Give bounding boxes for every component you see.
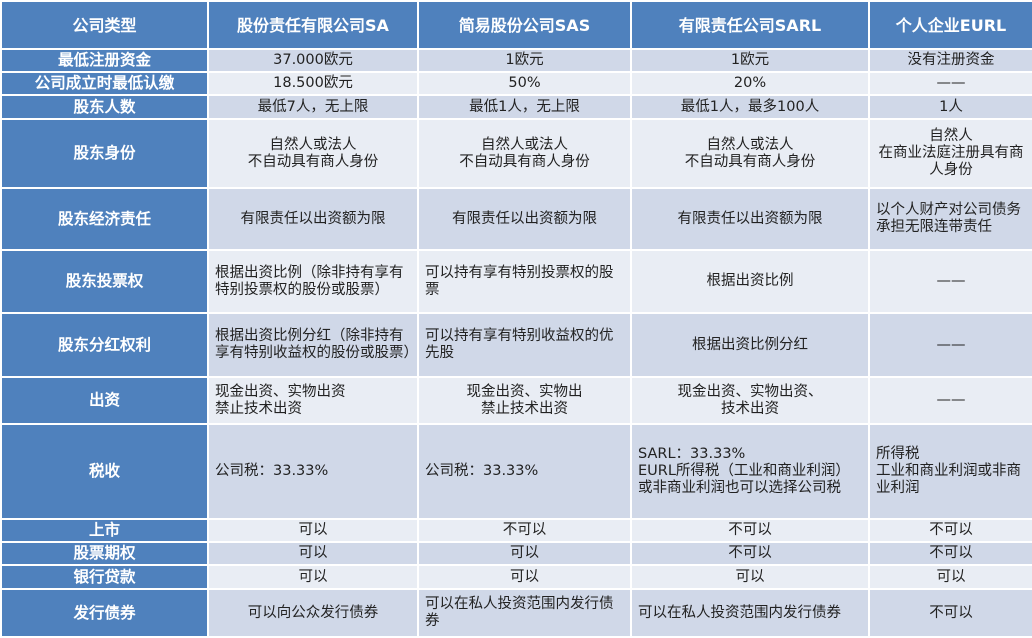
row-header: 发行债券: [0, 588, 209, 638]
row-header: 股东人数: [0, 94, 209, 120]
table-row: 发行债券 可以向公众发行债券 可以在私人投资范围内发行债券 可以在私人投资范围内发行债…: [0, 588, 1032, 638]
table-cell: 可以向公众发行债券: [207, 588, 419, 638]
table-cell: 自然人 在商业法庭注册具有商人身份: [868, 118, 1032, 189]
table-row: 股东身份 自然人或法人 不自动具有商人身份 自然人或法人 不自动具有商人身份 自然人或…: [0, 118, 1032, 189]
table-cell: 自然人或法人 不自动具有商人身份: [207, 118, 419, 189]
table-cell: 以个人财产对公司债务承担无限连带责任: [868, 187, 1032, 251]
table-cell: 不可以: [868, 518, 1032, 543]
table-cell: 可以: [417, 564, 632, 590]
table-row: 公司成立时最低认缴 18.500欧元 50% 20% ——: [0, 71, 1032, 96]
table-cell: ——: [868, 312, 1032, 378]
row-header: 银行贷款: [0, 564, 209, 590]
table-cell: 不可以: [630, 541, 870, 566]
table-cell: 20%: [630, 71, 870, 96]
table-cell: ——: [868, 71, 1032, 96]
table-row: 上市 可以 不可以 不可以 不可以: [0, 518, 1032, 543]
row-header: 股东投票权: [0, 249, 209, 314]
table-cell: 可以持有享有特别投票权的股票: [417, 249, 632, 314]
row-header: 股东分红权利: [0, 312, 209, 378]
row-header: 公司成立时最低认缴: [0, 71, 209, 96]
table-cell: SARL：33.33% EURL所得税（工业和商业利润）或非商业利润也可以选择公…: [630, 423, 870, 520]
table-cell: 所得税 工业和商业利润或非商业利润: [868, 423, 1032, 520]
table-cell: 自然人或法人 不自动具有商人身份: [630, 118, 870, 189]
table-cell: 可以: [630, 564, 870, 590]
table-cell: 公司税：33.33%: [417, 423, 632, 520]
table-cell: 可以持有享有特别收益权的优先股: [417, 312, 632, 378]
table-cell: 可以: [207, 564, 419, 590]
table-cell: 自然人或法人 不自动具有商人身份: [417, 118, 632, 189]
column-header: 有限责任公司SARL: [630, 0, 870, 50]
table-cell: 现金出资、实物出 禁止技术出资: [417, 376, 632, 425]
table-cell: 有限责任以出资额为限: [417, 187, 632, 251]
table-cell: 可以: [207, 541, 419, 566]
column-header: 个人企业EURL: [868, 0, 1032, 50]
table-cell: 现金出资、实物出资 禁止技术出资: [207, 376, 419, 425]
table-cell: 可以: [207, 518, 419, 543]
table-row: 股东人数 最低7人，无上限 最低1人，无上限 最低1人，最多100人 1人: [0, 94, 1032, 120]
header-row: 公司类型 股份责任有限公司SA 简易股份公司SAS 有限责任公司SARL 个人企业EUR…: [0, 0, 1032, 50]
table-cell: 可以在私人投资范围内发行债券: [630, 588, 870, 638]
table-cell: 50%: [417, 71, 632, 96]
table-cell: 可以: [868, 564, 1032, 590]
table-cell: ——: [868, 249, 1032, 314]
table-row: 出资 现金出资、实物出资 禁止技术出资 现金出资、实物出 禁止技术出资 现金出资、实物…: [0, 376, 1032, 425]
row-header: 股东经济责任: [0, 187, 209, 251]
table-row: 税收 公司税：33.33% 公司税：33.33% SARL：33.33% EURL所得…: [0, 423, 1032, 520]
table-cell: 可以: [417, 541, 632, 566]
column-header: 简易股份公司SAS: [417, 0, 632, 50]
table-row: 股东分红权利 根据出资比例分红（除非持有享有特别收益权的股份或股票） 可以持有享有特…: [0, 312, 1032, 378]
table-cell: 最低1人，最多100人: [630, 94, 870, 120]
column-header: 公司类型: [0, 0, 209, 50]
table-row: 股东投票权 根据出资比例（除非持有享有特别投票权的股份或股票） 可以持有享有特别投票…: [0, 249, 1032, 314]
table-cell: 不可以: [868, 541, 1032, 566]
table-cell: 1欧元: [630, 48, 870, 73]
table-cell: 1欧元: [417, 48, 632, 73]
table-cell: 最低7人，无上限: [207, 94, 419, 120]
row-header: 股东身份: [0, 118, 209, 189]
table-cell: 不可以: [417, 518, 632, 543]
table-cell: 可以在私人投资范围内发行债券: [417, 588, 632, 638]
table-cell: 根据出资比例分红: [630, 312, 870, 378]
table-row: 股票期权 可以 可以 不可以 不可以: [0, 541, 1032, 566]
table-cell: ——: [868, 376, 1032, 425]
row-header: 税收: [0, 423, 209, 520]
table-cell: 18.500欧元: [207, 71, 419, 96]
column-header: 股份责任有限公司SA: [207, 0, 419, 50]
table-cell: 有限责任以出资额为限: [630, 187, 870, 251]
table-cell: 最低1人，无上限: [417, 94, 632, 120]
row-header: 上市: [0, 518, 209, 543]
table-cell: 37.000欧元: [207, 48, 419, 73]
table-row: 股东经济责任 有限责任以出资额为限 有限责任以出资额为限 有限责任以出资额为限 以个人财…: [0, 187, 1032, 251]
table-cell: 1人: [868, 94, 1032, 120]
table-cell: 根据出资比例: [630, 249, 870, 314]
table-cell: 有限责任以出资额为限: [207, 187, 419, 251]
table-row: 最低注册资金 37.000欧元 1欧元 1欧元 没有注册资金: [0, 48, 1032, 73]
table-cell: 不可以: [868, 588, 1032, 638]
table-cell: 公司税：33.33%: [207, 423, 419, 520]
table-cell: 不可以: [630, 518, 870, 543]
table-row: 银行贷款 可以 可以 可以 可以: [0, 564, 1032, 590]
table-cell: 没有注册资金: [868, 48, 1032, 73]
table-cell: 现金出资、实物出资、 技术出资: [630, 376, 870, 425]
table-cell: 根据出资比例分红（除非持有享有特别收益权的股份或股票）: [207, 312, 419, 378]
row-header: 出资: [0, 376, 209, 425]
row-header: 股票期权: [0, 541, 209, 566]
table-cell: 根据出资比例（除非持有享有特别投票权的股份或股票）: [207, 249, 419, 314]
row-header: 最低注册资金: [0, 48, 209, 73]
